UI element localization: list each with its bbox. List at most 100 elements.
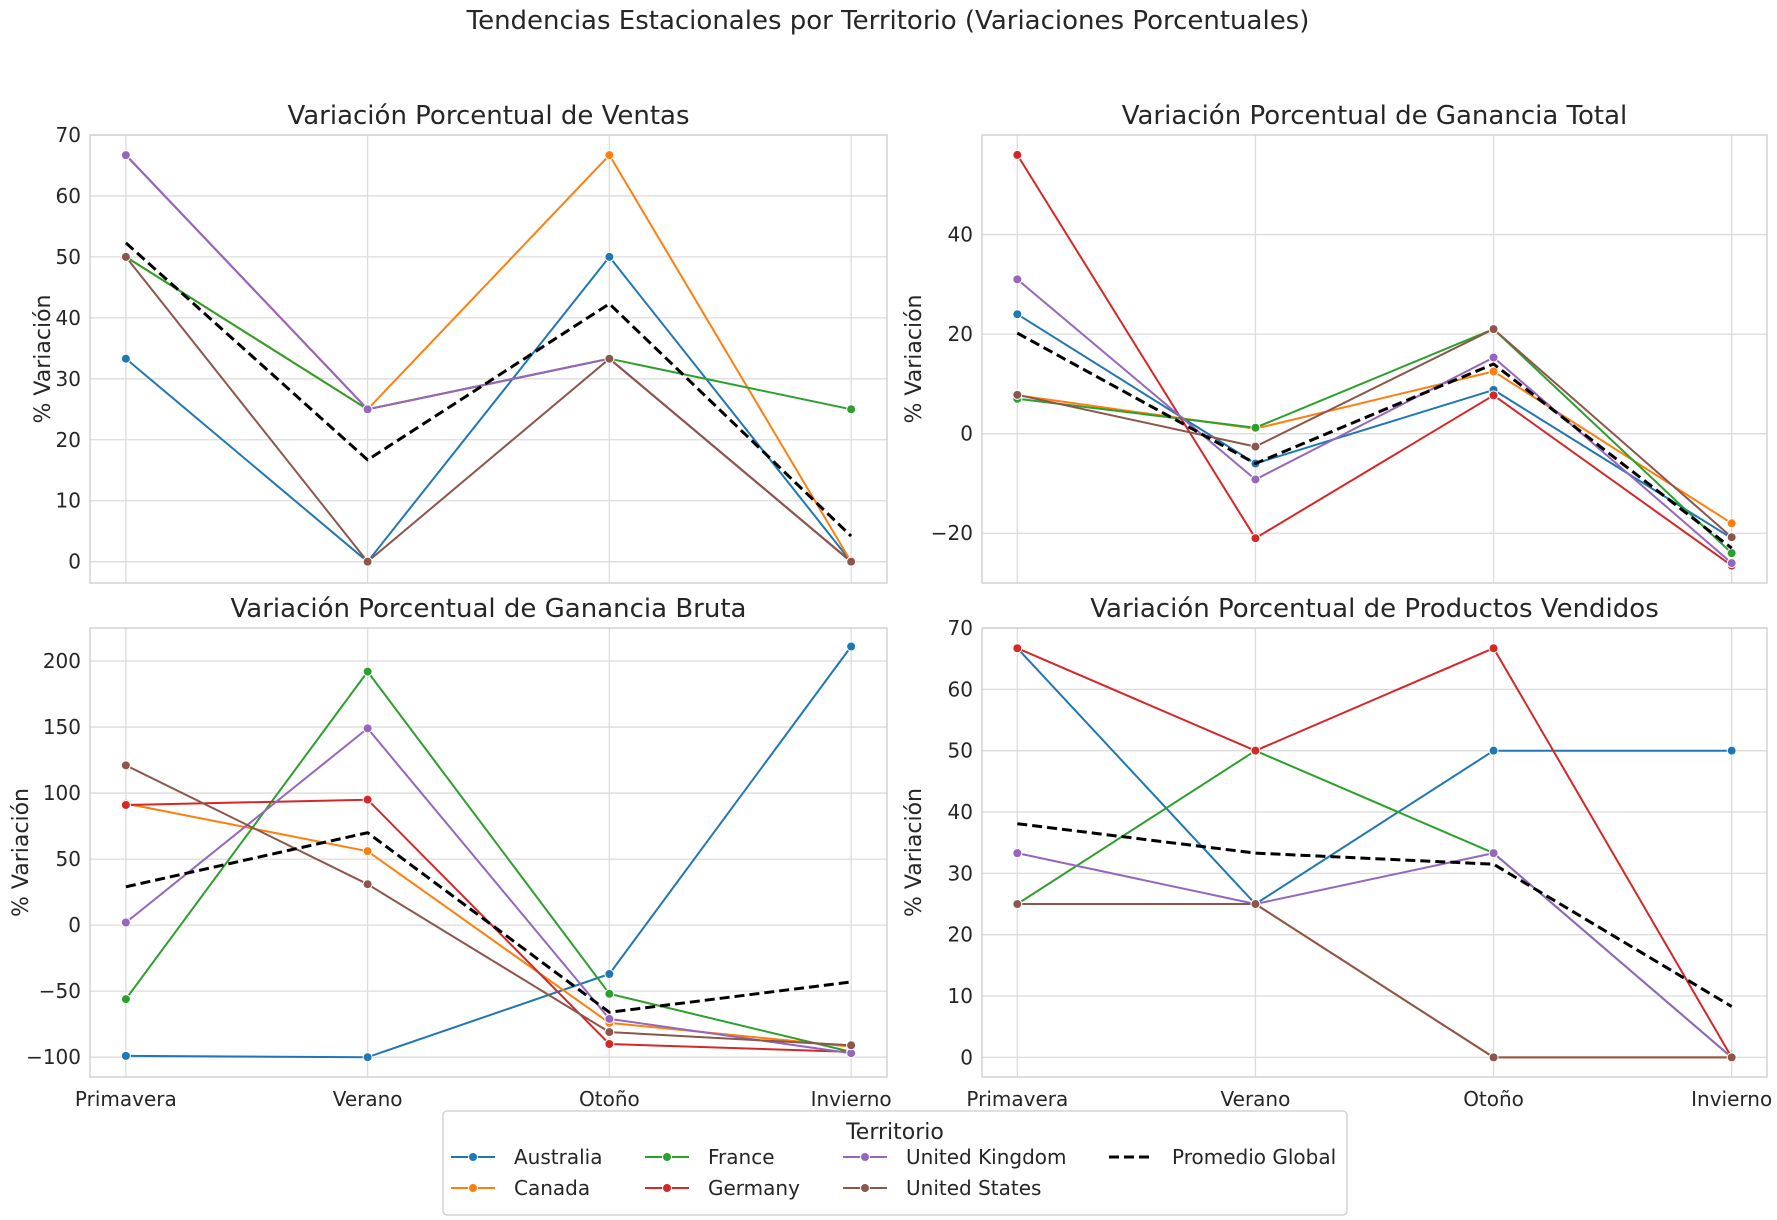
legend-entry: Promedio Global	[1109, 1145, 1336, 1169]
y-tick-label: 100	[43, 781, 81, 805]
data-point-united-kingdom	[1488, 352, 1499, 363]
x-tick-label: Otoño	[579, 1087, 640, 1111]
y-tick-label: 0	[960, 422, 973, 446]
data-point-united-states	[1012, 899, 1023, 910]
x-tick-label: Otoño	[1463, 1087, 1524, 1111]
series-line-promedio-global	[1016, 331, 1733, 550]
data-point-canada	[1488, 366, 1499, 377]
series-line-australia	[125, 255, 852, 563]
x-tick-label: Primavera	[966, 1087, 1068, 1111]
y-tick-label: 40	[948, 223, 973, 247]
panel-title: Variación Porcentual de Ganancia Bruta	[231, 594, 747, 624]
series-united-states	[120, 251, 857, 567]
legend-marker	[468, 1152, 478, 1162]
data-point-germany	[120, 799, 131, 810]
data-point-united-kingdom	[120, 917, 131, 928]
panel-title: Variación Porcentual de Productos Vendid…	[1090, 594, 1658, 624]
data-point-germany	[1012, 643, 1023, 654]
series-line-united-states	[125, 764, 852, 1047]
legend-entry: Canada	[451, 1176, 590, 1200]
legend-marker	[662, 1183, 672, 1193]
y-tick-label: 70	[56, 123, 81, 147]
y-axis-label: % Variación	[9, 788, 34, 917]
series-line-promedio-global	[1017, 822, 1733, 1008]
legend-entry: France	[645, 1145, 775, 1169]
series-australia	[120, 251, 857, 567]
data-point-united-kingdom	[1012, 274, 1023, 285]
series-australia	[120, 641, 857, 1063]
y-tick-label: 10	[948, 984, 973, 1008]
y-tick-label: 50	[948, 739, 973, 763]
x-tick-label: Primavera	[75, 1087, 177, 1111]
series-promedio-global	[1017, 822, 1733, 1008]
legend-label: United Kingdom	[906, 1145, 1067, 1169]
y-tick-label: 40	[948, 800, 973, 824]
series-line-promedio-global	[125, 831, 852, 1014]
series-line-united-states	[125, 256, 852, 563]
y-tick-label: 50	[56, 847, 81, 871]
series-germany	[1012, 149, 1737, 571]
series-line-promedio-global	[124, 241, 853, 538]
data-point-germany	[1488, 390, 1499, 401]
y-tick-label: −100	[26, 1045, 81, 1069]
y-tick-label: 70	[948, 616, 973, 640]
y-tick-label: 20	[948, 923, 973, 947]
y-tick-label: 0	[68, 913, 81, 937]
legend-marker	[860, 1183, 870, 1193]
panel-3: −100 −50 0 50 100 150 200 Primavera Verano Otoño I…	[9, 594, 892, 1111]
data-point-united-states	[1726, 1052, 1737, 1063]
series-promedio-global	[1016, 331, 1733, 550]
series-united-kingdom	[120, 150, 857, 567]
y-tick-label: −20	[931, 521, 973, 545]
series-united-kingdom	[1012, 274, 1737, 569]
data-point-australia	[846, 641, 857, 652]
legend-label: Australia	[514, 1145, 602, 1169]
series-line-germany	[1016, 647, 1733, 1058]
series-australia	[1012, 643, 1737, 910]
data-point-france	[604, 988, 615, 999]
panels: 0 10 20 30 40 50 60 70 Variación Porcentual de V…	[9, 101, 1772, 1111]
data-point-australia	[604, 251, 615, 262]
data-point-germany	[1250, 745, 1261, 756]
series-line-germany	[1016, 154, 1733, 567]
series-france	[1012, 324, 1737, 559]
y-tick-label: 200	[43, 649, 81, 673]
figure-title: Tendencias Estacionales por Territorio (…	[466, 6, 1310, 36]
plot-frame	[981, 134, 1768, 584]
data-point-united-states	[362, 879, 373, 890]
series-united-states	[120, 760, 857, 1051]
data-point-united-kingdom	[362, 723, 373, 734]
x-tick-label: Verano	[333, 1087, 403, 1111]
y-axis-label: % Variación	[902, 788, 927, 917]
series-line-united-kingdom	[1016, 278, 1733, 564]
data-point-germany	[1012, 149, 1023, 160]
legend: Territorio Australia Canada France Germany Un…	[442, 1110, 1348, 1216]
data-point-australia	[1726, 745, 1737, 756]
data-point-united-states	[1250, 899, 1261, 910]
data-point-united-states	[1488, 324, 1499, 335]
y-tick-label: 60	[948, 677, 973, 701]
y-tick-label: 30	[56, 367, 81, 391]
data-point-australia	[362, 1052, 373, 1063]
panel-2: −20 0 20 40 Variación Porcentual de Ganancia…	[902, 101, 1768, 584]
y-tick-label: 30	[948, 861, 973, 885]
series-line-australia	[1016, 313, 1733, 540]
y-axis-label: % Variación	[902, 295, 927, 424]
legend-label: Promedio Global	[1172, 1145, 1336, 1169]
data-point-australia	[120, 1050, 131, 1061]
y-tick-label: 150	[43, 715, 81, 739]
data-point-germany	[604, 1038, 615, 1049]
y-tick-label: 0	[68, 550, 81, 574]
series-line-germany	[125, 798, 852, 1053]
series-line-france	[125, 670, 852, 1053]
legend-label: United States	[906, 1176, 1041, 1200]
y-tick-label: 10	[56, 489, 81, 513]
panel-title: Variación Porcentual de Ganancia Total	[1122, 101, 1628, 131]
x-tick-label: Verano	[1221, 1087, 1291, 1111]
series-line-united-kingdom	[125, 727, 852, 1055]
data-point-canada	[362, 846, 373, 857]
legend-entry: Germany	[645, 1176, 800, 1200]
data-point-australia	[1012, 309, 1023, 320]
data-point-canada	[1726, 518, 1737, 529]
x-tick-label: Invierno	[1691, 1087, 1772, 1111]
